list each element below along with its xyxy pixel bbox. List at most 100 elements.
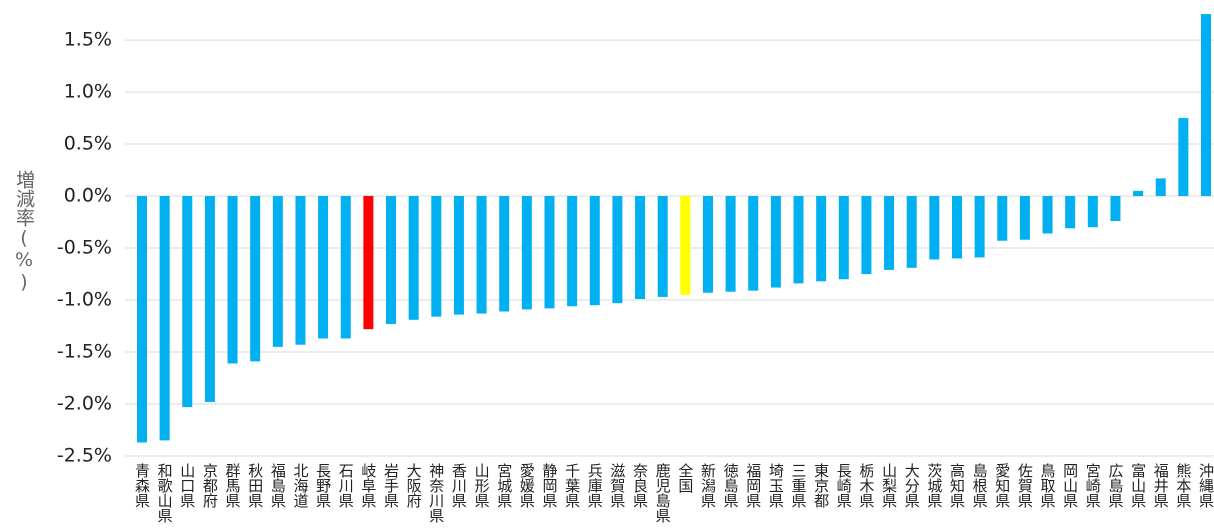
y-tick-label: -1.0% [57, 289, 112, 311]
bar [499, 196, 510, 312]
bar [1019, 196, 1030, 240]
bar [363, 196, 374, 330]
x-tick-label: 山形県 [473, 463, 491, 508]
x-tick-label: 栃木県 [857, 463, 875, 508]
bar [521, 196, 532, 310]
bar [453, 196, 464, 315]
bar [725, 196, 736, 292]
bar [567, 196, 578, 307]
x-tick-label: 福岡県 [744, 463, 762, 508]
y-tick-label: -2.0% [57, 393, 112, 415]
x-tick-label: 愛媛県 [518, 463, 536, 508]
x-tick-label: 福島県 [269, 463, 287, 508]
bar [1087, 196, 1098, 228]
x-tick-label: 福井県 [1152, 463, 1170, 508]
x-tick-label: 兵庫県 [586, 463, 604, 508]
x-tick-label: 愛知県 [993, 463, 1011, 508]
x-tick-label: 岩手県 [382, 463, 400, 508]
bar [159, 196, 170, 441]
x-tick-label: 京都府 [201, 463, 219, 509]
bar [680, 196, 691, 295]
bar [408, 196, 419, 320]
bar [1110, 196, 1121, 222]
bar [182, 196, 193, 408]
y-tick-label: 1.0% [64, 81, 112, 103]
bar [227, 196, 238, 364]
x-tick-label: 全国 [676, 462, 694, 493]
x-tick-label: 千葉県 [563, 463, 581, 508]
x-tick-label: 岡山県 [1061, 463, 1079, 508]
bar [929, 196, 940, 260]
x-tick-label: 大阪府 [405, 463, 423, 509]
bar [748, 196, 759, 291]
bar [612, 196, 623, 304]
bar [476, 196, 487, 314]
x-tick-label: 山口県 [178, 463, 196, 508]
bar [657, 196, 668, 297]
bar [272, 196, 283, 347]
bar [386, 196, 397, 324]
x-tick-label: 岐阜県 [359, 463, 377, 508]
bar [340, 196, 351, 339]
bar [951, 196, 962, 259]
x-tick-label: 宮崎県 [1084, 463, 1102, 508]
y-tick-label: 0.0% [64, 185, 112, 207]
x-tick-label: 石川県 [337, 463, 355, 508]
x-tick-label: 佐賀県 [1016, 463, 1034, 508]
x-tick-label: 群馬県 [224, 463, 242, 508]
x-tick-label: 大分県 [903, 463, 921, 508]
x-tick-label: 沖縄県 [1197, 463, 1214, 508]
bar [589, 196, 600, 306]
x-tick-label: 高知県 [948, 463, 966, 508]
x-tick-label: 宮城県 [495, 463, 513, 508]
bar [838, 196, 849, 280]
x-tick-label: 秋田県 [246, 463, 264, 508]
y-axis-label: 増減率(%) [13, 170, 35, 293]
bar [816, 196, 827, 282]
bar [1201, 14, 1211, 197]
bar [1042, 196, 1053, 234]
x-tick-label: 鳥取県 [1039, 462, 1057, 508]
bar [974, 196, 985, 258]
x-tick-label: 新潟県 [699, 463, 717, 508]
bar [137, 196, 147, 443]
x-tick-label: 神奈川県 [427, 463, 445, 523]
x-tick-label: 山梨県 [880, 463, 898, 508]
bar [250, 196, 261, 362]
x-tick-label: 広島県 [1106, 463, 1124, 508]
bar [1155, 178, 1166, 197]
bar [431, 196, 442, 317]
bar [544, 196, 555, 309]
bar [204, 196, 215, 402]
x-tick-label: 滋賀県 [608, 463, 626, 508]
x-tick-label: 北海道 [291, 463, 309, 508]
y-tick-label: -1.5% [57, 341, 112, 363]
bar [1133, 190, 1144, 197]
x-tick-label: 長崎県 [835, 463, 853, 508]
bar [997, 196, 1008, 241]
y-tick-label: -2.5% [57, 445, 112, 467]
bar [295, 196, 306, 345]
x-tick-label: 熊本県 [1174, 463, 1192, 508]
x-tick-label: 茨城県 [925, 463, 943, 508]
y-tick-label: -0.5% [57, 237, 112, 259]
y-tick-label: 1.5% [64, 29, 112, 51]
bar [1065, 196, 1076, 229]
x-tick-label: 東京都 [812, 463, 830, 508]
x-tick-label: 奈良県 [631, 463, 649, 508]
y-tick-label: 0.5% [64, 133, 112, 155]
bar [1178, 118, 1189, 197]
bar [702, 196, 713, 293]
bar [793, 196, 804, 284]
x-tick-label: 香川県 [450, 463, 468, 508]
x-tick-label: 島根県 [971, 463, 989, 508]
x-tick-label: 三重県 [790, 463, 808, 508]
bar [861, 196, 872, 275]
x-tick-label: 徳島県 [722, 463, 740, 508]
bar [770, 196, 781, 288]
x-tick-label: 長野県 [314, 463, 332, 508]
x-tick-label: 青森県 [133, 463, 151, 508]
x-tick-label: 和歌山県 [156, 463, 174, 523]
x-tick-label: 埼玉県 [767, 463, 785, 508]
